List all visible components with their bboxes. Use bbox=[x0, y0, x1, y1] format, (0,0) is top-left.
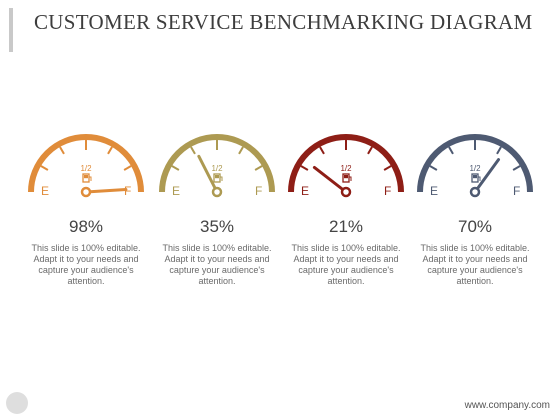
gauge-tick bbox=[512, 165, 521, 171]
gauge-label-full: F bbox=[124, 184, 131, 198]
fuel-pump-icon bbox=[342, 173, 352, 183]
gauge-label-empty: E bbox=[301, 184, 309, 198]
gauge-description: This slide is 100% editable. Adapt it to… bbox=[31, 243, 141, 286]
gauge-tick bbox=[171, 165, 180, 171]
gauge-value: 35% bbox=[199, 217, 235, 236]
gauge-4: E F 1/2 bbox=[413, 132, 537, 208]
gauge-tick bbox=[383, 165, 392, 171]
gauge-tick bbox=[448, 146, 454, 155]
gauge-needle bbox=[312, 165, 348, 194]
fuel-pump-icon bbox=[213, 173, 223, 183]
gauge-arc bbox=[288, 134, 404, 193]
gauge-hub bbox=[211, 186, 223, 198]
gauge-needle bbox=[84, 187, 128, 194]
gauge-hub bbox=[340, 186, 352, 198]
gauge-tick bbox=[319, 146, 325, 155]
gauge-needle bbox=[473, 158, 501, 194]
gauge-description: This slide is 100% editable. Adapt it to… bbox=[291, 243, 401, 286]
gauge-description: This slide is 100% editable. Adapt it to… bbox=[420, 243, 530, 286]
gauge-tick bbox=[254, 165, 263, 171]
gauge-arc bbox=[159, 134, 275, 193]
gauge-arc bbox=[417, 134, 533, 193]
gauge-tick bbox=[190, 146, 196, 155]
gauge-hub bbox=[80, 186, 92, 198]
gauge-label-half: 1/2 bbox=[80, 164, 92, 173]
fuel-pump-icon bbox=[82, 173, 92, 183]
gauge-ticks bbox=[429, 140, 521, 171]
gauge-tick bbox=[40, 165, 49, 171]
gauge-label-empty: E bbox=[41, 184, 49, 198]
footer-url: www.company.com bbox=[464, 400, 550, 411]
gauge-arc bbox=[28, 134, 144, 193]
gauge-tick bbox=[107, 146, 113, 155]
gauge-tick bbox=[238, 146, 244, 155]
gauge-label-half: 1/2 bbox=[469, 164, 481, 173]
gauge-1: E F 1/2 bbox=[24, 132, 148, 208]
gauge-label-full: F bbox=[384, 184, 391, 198]
gauge-ticks bbox=[40, 140, 132, 171]
gauge-ticks bbox=[300, 140, 392, 171]
gauge-value: 98% bbox=[68, 217, 104, 236]
gauge-tick bbox=[367, 146, 373, 155]
footer-circle-decoration bbox=[6, 392, 28, 414]
gauge-label-half: 1/2 bbox=[211, 164, 223, 173]
gauge-label-full: F bbox=[255, 184, 262, 198]
gauge-label-half: 1/2 bbox=[340, 164, 352, 173]
gauge-description: This slide is 100% editable. Adapt it to… bbox=[162, 243, 272, 286]
fuel-pump-icon bbox=[471, 173, 481, 183]
gauge-3: E F 1/2 bbox=[284, 132, 408, 208]
left-accent-bar bbox=[9, 8, 13, 52]
gauge-tick bbox=[429, 165, 438, 171]
page-title: CUSTOMER SERVICE BENCHMARKING DIAGRAM bbox=[34, 10, 533, 34]
gauge-label-full: F bbox=[513, 184, 520, 198]
gauge-ticks bbox=[171, 140, 263, 171]
gauge-value: 21% bbox=[328, 217, 364, 236]
gauge-tick bbox=[59, 146, 65, 155]
gauge-label-empty: E bbox=[172, 184, 180, 198]
gauge-tick bbox=[123, 165, 132, 171]
gauge-tick bbox=[300, 165, 309, 171]
gauge-tick bbox=[496, 146, 502, 155]
gauge-needle bbox=[197, 154, 219, 194]
gauge-2: E F 1/2 bbox=[155, 132, 279, 208]
gauge-label-empty: E bbox=[430, 184, 438, 198]
gauge-value: 70% bbox=[457, 217, 493, 236]
gauge-hub bbox=[469, 186, 481, 198]
